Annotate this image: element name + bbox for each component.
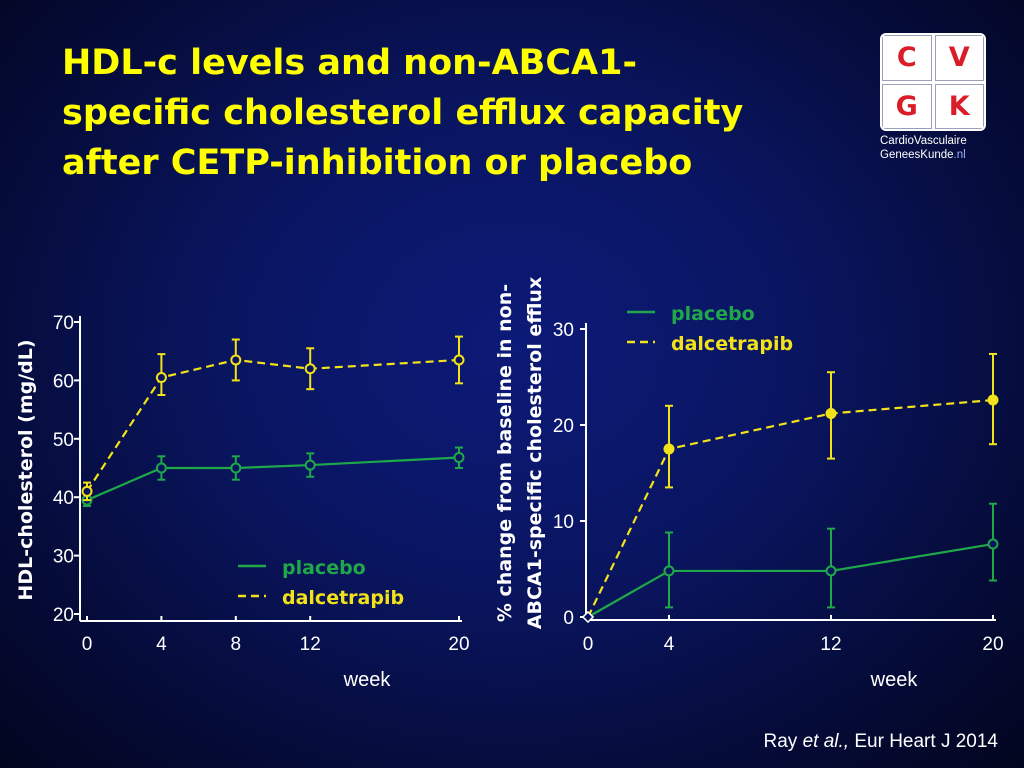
data-point-baseline: [581, 610, 595, 624]
citation-prefix: Ray: [763, 731, 803, 752]
citation: Ray et al., Eur Heart J 2014: [764, 731, 998, 753]
data-point: [304, 363, 316, 375]
legend-label-placebo: placebo: [282, 557, 366, 579]
x-tick-label: 0: [583, 634, 594, 655]
x-tick-label: 8: [231, 634, 242, 655]
y-tick-label: 70: [53, 313, 74, 334]
y-tick-label: 40: [53, 488, 74, 509]
legend-label-dalcetrapib: dalcetrapib: [671, 333, 793, 355]
x-tick-label: 20: [448, 634, 469, 655]
data-point: [155, 462, 167, 474]
y-axis-label-line: % change from baseline in non-: [494, 284, 516, 622]
series-line-dalcetrapib: [86, 358, 460, 492]
chart-2: 0 10 20 30 0 4 12 20 week % change from baseline …: [494, 277, 1004, 691]
y-tick-label: 30: [553, 320, 574, 341]
logo-letter-c: C: [882, 35, 932, 81]
x-axis-label: week: [343, 669, 392, 691]
citation-italic: et al.,: [802, 731, 850, 752]
data-point: [81, 485, 93, 497]
series-dalcetrapib: [581, 352, 999, 624]
y-tick-label: 60: [53, 371, 74, 392]
legend-label-dalcetrapib: dalcetrapib: [282, 587, 404, 609]
y-tick-label: 20: [553, 416, 574, 437]
series-line-placebo: [587, 542, 994, 618]
chart-1: 20 30 40 50 60 70 0 4 8 12 20 week HDL-cholesterol (…: [15, 313, 470, 691]
logo-letter-v: V: [934, 35, 984, 81]
x-tick-label: 20: [982, 634, 1003, 655]
legend-label-placebo: placebo: [671, 303, 755, 325]
y-axis-label: HDL-cholesterol (mg/dL): [15, 339, 37, 600]
data-point: [453, 451, 465, 463]
x-tick-label: 12: [300, 634, 321, 655]
y-tick-label: 30: [53, 547, 74, 568]
series-dalcetrapib: [81, 335, 465, 502]
y-tick-label: 10: [553, 512, 574, 533]
series-placebo: [81, 446, 465, 507]
y-axis-label-line: ABCA1-specific cholesterol efflux: [524, 277, 546, 629]
x-tick-label: 0: [82, 634, 93, 655]
series-line-placebo: [86, 456, 460, 502]
x-tick-label: 4: [156, 634, 167, 655]
x-tick-label: 4: [664, 634, 675, 655]
logo-wordmark: CardioVasculaire GeneesKunde.nl: [880, 134, 986, 162]
series-placebo: [581, 502, 999, 624]
x-tick-label: 12: [820, 634, 841, 655]
data-point: [987, 538, 999, 550]
y-tick-label: 0: [563, 608, 574, 629]
title-line-3: after CETP-inhibition or placebo: [62, 143, 693, 183]
title-line-2: specific cholesterol efflux capacity: [62, 93, 744, 133]
cvgk-logo: C V G K CardioVasculaire GeneesKunde.nl: [880, 33, 986, 168]
x-axis-label: week: [870, 669, 919, 691]
logo-line-2: GeneesKunde.nl: [880, 148, 986, 162]
logo-letter-grid: C V G K: [880, 33, 986, 131]
citation-suffix: Eur Heart J 2014: [849, 731, 998, 752]
title-line-1: HDL-c levels and non-ABCA1-: [62, 43, 638, 83]
logo-line-2-main: GeneesKunde: [880, 149, 954, 161]
logo-line-1: CardioVasculaire: [880, 135, 967, 147]
data-point: [663, 443, 675, 455]
data-point: [825, 565, 837, 577]
data-point: [987, 394, 999, 406]
logo-letter-k: K: [934, 83, 984, 129]
data-point: [825, 407, 837, 419]
logo-letter-g: G: [882, 83, 932, 129]
data-point: [663, 565, 675, 577]
y-tick-label: 20: [53, 605, 74, 626]
data-point: [304, 459, 316, 471]
slide-title: HDL-c levels and non-ABCA1- specific cho…: [62, 38, 862, 188]
y-tick-label: 50: [53, 430, 74, 451]
logo-line-2-tld: .nl: [953, 149, 966, 161]
series-line-dalcetrapib: [587, 398, 994, 618]
data-point: [155, 371, 167, 383]
data-point: [453, 354, 465, 366]
data-point: [230, 462, 242, 474]
data-point: [230, 354, 242, 366]
